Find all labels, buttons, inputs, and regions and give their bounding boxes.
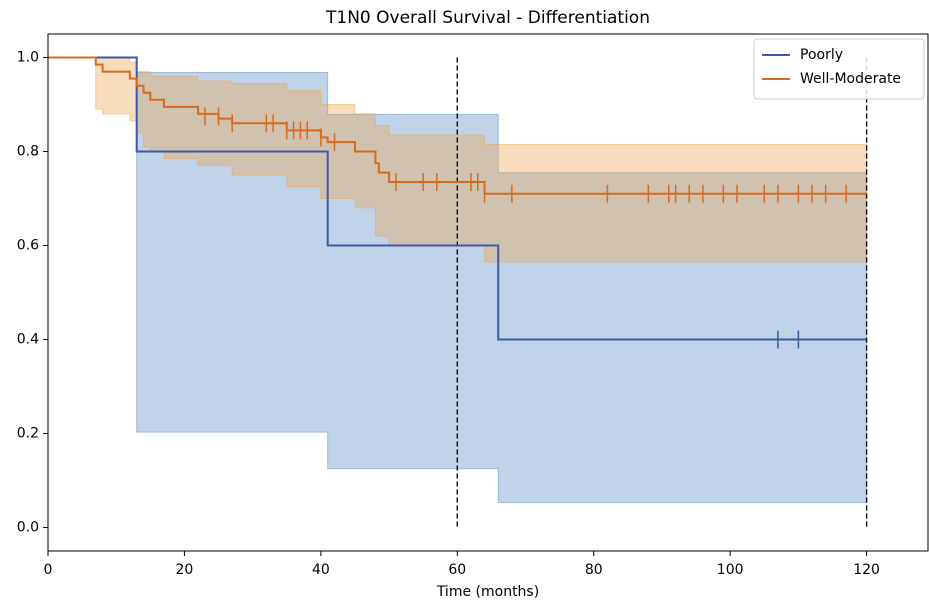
x-tick-label: 80	[585, 562, 603, 578]
x-tick-label: 120	[853, 562, 880, 578]
x-tick-label: 20	[176, 562, 194, 578]
chart-title: T1N0 Overall Survival - Differentiation	[325, 8, 650, 28]
x-tick-label: 0	[44, 562, 53, 578]
x-axis-label: Time (months)	[436, 584, 539, 600]
legend-label: Poorly	[800, 47, 843, 63]
x-tick-label: 100	[717, 562, 744, 578]
legend-box	[753, 38, 925, 100]
y-tick-label: 0.6	[17, 238, 39, 254]
y-tick-label: 1.0	[17, 50, 39, 66]
survival-curve	[48, 56, 867, 195]
y-tick-label: 0.8	[17, 144, 39, 160]
plot-frame	[47, 33, 929, 552]
legend: Poorly Well-Moderate	[753, 38, 925, 100]
y-tick-label: 0.4	[17, 332, 39, 348]
x-tick-label: 40	[312, 562, 330, 578]
confidence-band	[48, 57, 868, 263]
y-tick-label: 0.2	[17, 426, 39, 442]
legend-label: Well-Moderate	[800, 71, 901, 87]
x-tick-label: 60	[448, 562, 466, 578]
survival-curve	[48, 56, 867, 341]
y-tick-label: 0.0	[17, 520, 39, 536]
